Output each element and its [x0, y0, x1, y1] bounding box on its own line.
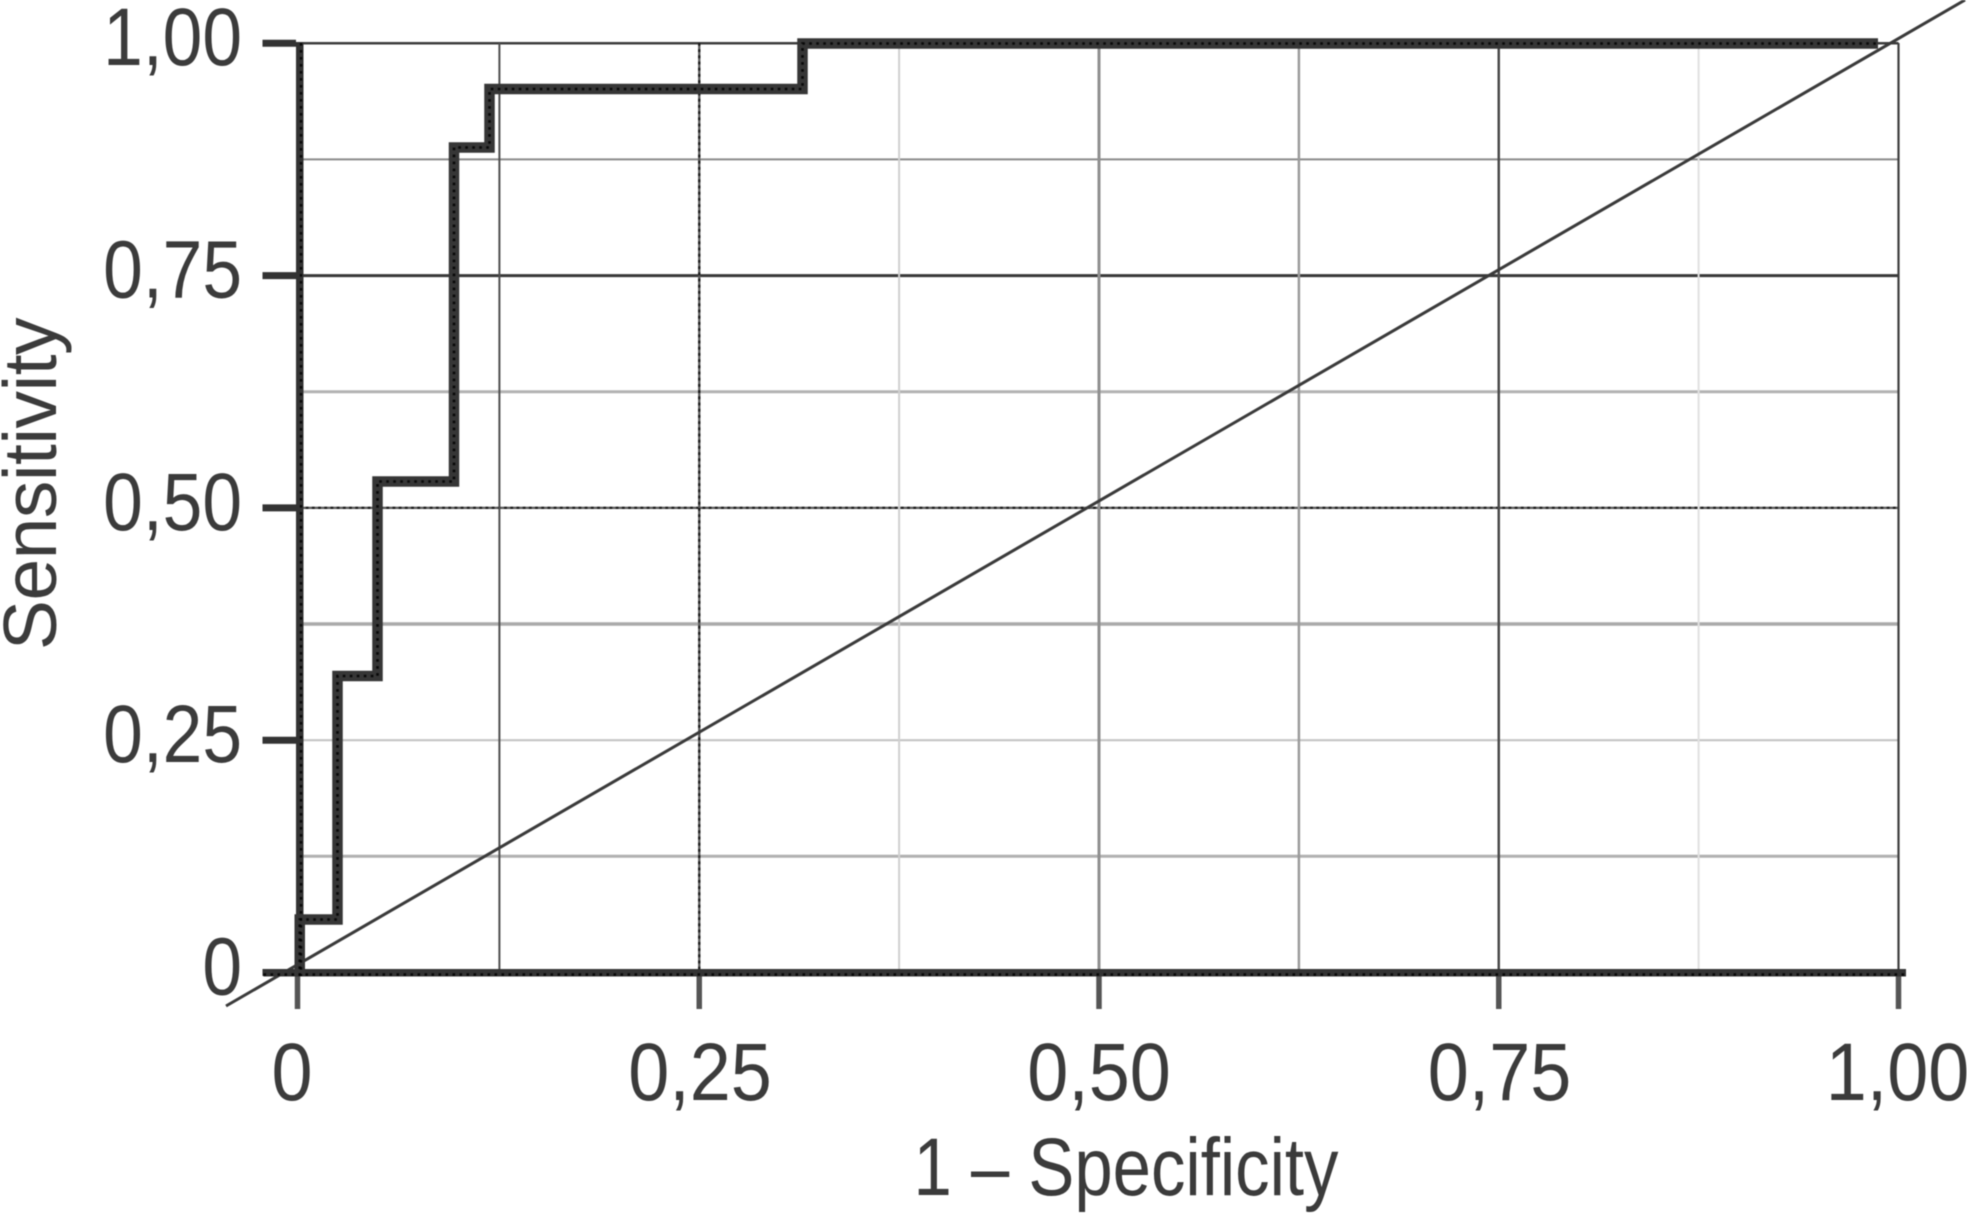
svg-text:Sensitivity: Sensitivity [0, 317, 72, 650]
svg-text:1 – Specificity: 1 – Specificity [914, 1121, 1339, 1213]
svg-text:0,75: 0,75 [1428, 1025, 1572, 1118]
svg-text:0,50: 0,50 [103, 456, 242, 548]
svg-text:1,00: 1,00 [1826, 1025, 1967, 1118]
svg-text:0,75: 0,75 [103, 224, 242, 316]
svg-text:1,00: 1,00 [103, 0, 242, 83]
svg-text:0,25: 0,25 [103, 688, 242, 780]
svg-text:0: 0 [271, 1025, 312, 1118]
svg-text:0,50: 0,50 [1027, 1025, 1171, 1118]
svg-text:0: 0 [202, 921, 242, 1013]
svg-text:0,25: 0,25 [628, 1025, 772, 1118]
